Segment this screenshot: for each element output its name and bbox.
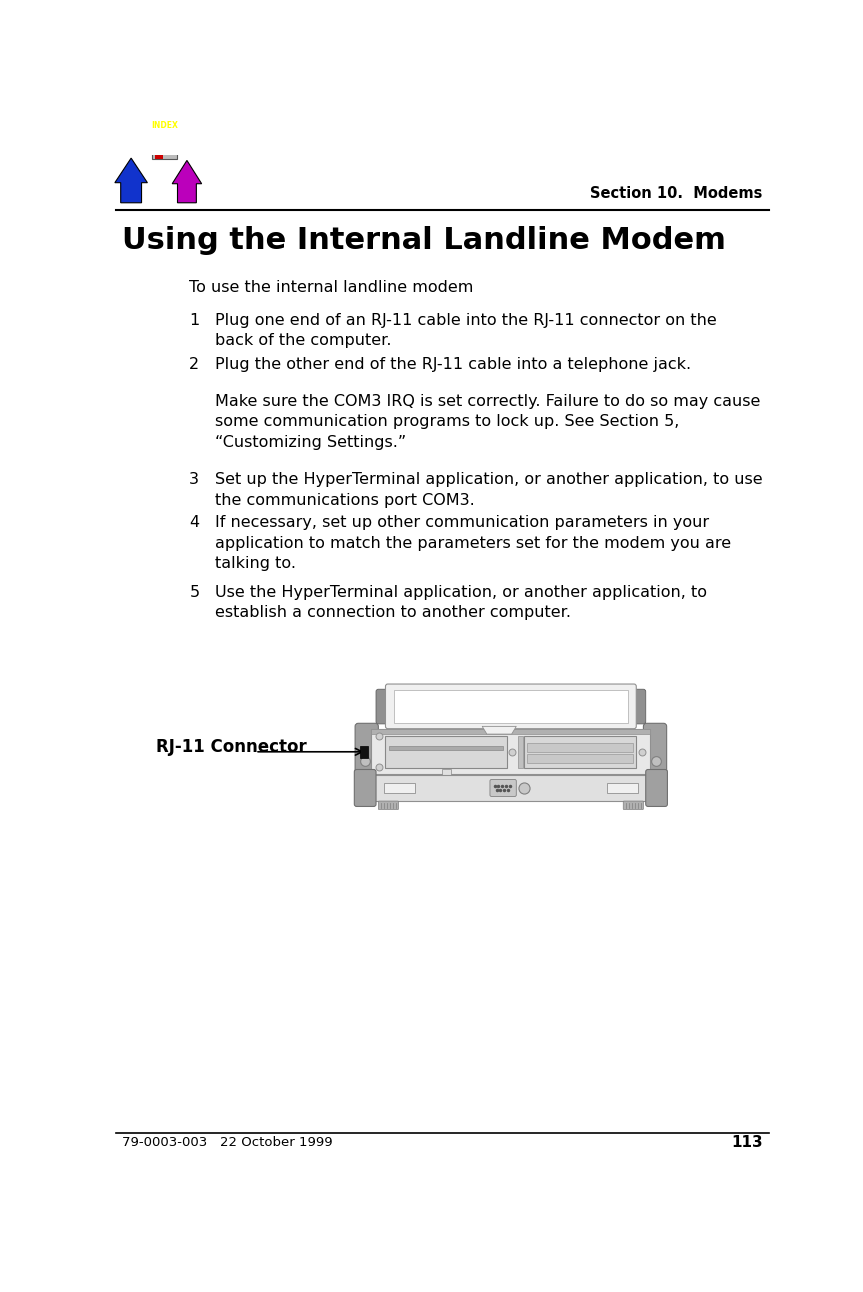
FancyBboxPatch shape xyxy=(371,730,651,774)
FancyBboxPatch shape xyxy=(646,770,667,806)
Text: 79-0003-003   22 October 1999: 79-0003-003 22 October 1999 xyxy=(122,1137,332,1150)
FancyBboxPatch shape xyxy=(360,745,368,758)
FancyBboxPatch shape xyxy=(155,151,163,159)
FancyBboxPatch shape xyxy=(527,743,633,752)
FancyBboxPatch shape xyxy=(384,783,415,793)
Text: To use the internal landline modem: To use the internal landline modem xyxy=(189,280,474,295)
FancyBboxPatch shape xyxy=(527,755,633,764)
FancyBboxPatch shape xyxy=(490,779,516,796)
FancyBboxPatch shape xyxy=(355,770,376,806)
Text: 4: 4 xyxy=(189,516,199,531)
Text: 3: 3 xyxy=(189,473,199,487)
FancyBboxPatch shape xyxy=(620,689,646,724)
Text: RJ-11 Connector: RJ-11 Connector xyxy=(156,738,306,756)
FancyBboxPatch shape xyxy=(524,735,636,767)
Text: 113: 113 xyxy=(731,1136,763,1150)
Text: Using the Internal Landline Modem: Using the Internal Landline Modem xyxy=(122,226,726,255)
FancyBboxPatch shape xyxy=(389,745,503,751)
Text: 2: 2 xyxy=(189,357,199,372)
Polygon shape xyxy=(115,158,148,203)
Text: Section 10.  Modems: Section 10. Modems xyxy=(590,186,763,202)
Text: 5: 5 xyxy=(189,585,199,599)
FancyBboxPatch shape xyxy=(370,775,652,801)
Text: If necessary, set up other communication parameters in your
application to match: If necessary, set up other communication… xyxy=(215,516,731,571)
FancyBboxPatch shape xyxy=(376,689,402,724)
FancyBboxPatch shape xyxy=(518,735,522,767)
FancyBboxPatch shape xyxy=(386,683,636,729)
Text: Set up the HyperTerminal application, or another application, to use
the communi: Set up the HyperTerminal application, or… xyxy=(215,473,762,508)
FancyBboxPatch shape xyxy=(152,112,177,159)
Text: Plug the other end of the RJ-11 cable into a telephone jack.: Plug the other end of the RJ-11 cable in… xyxy=(215,357,691,372)
Polygon shape xyxy=(173,160,202,203)
FancyBboxPatch shape xyxy=(442,769,450,775)
FancyBboxPatch shape xyxy=(644,724,666,780)
Text: Make sure the COM3 IRQ is set correctly. Failure to do so may cause
some communi: Make sure the COM3 IRQ is set correctly.… xyxy=(215,394,760,450)
FancyBboxPatch shape xyxy=(355,724,378,780)
Text: INDEX: INDEX xyxy=(151,121,178,130)
Text: Use the HyperTerminal application, or another application, to
establish a connec: Use the HyperTerminal application, or an… xyxy=(215,585,707,620)
FancyBboxPatch shape xyxy=(394,690,627,722)
Text: 1: 1 xyxy=(189,313,199,328)
Text: Plug one end of an RJ-11 cable into the RJ-11 connector on the
back of the compu: Plug one end of an RJ-11 cable into the … xyxy=(215,313,716,349)
FancyBboxPatch shape xyxy=(623,801,644,810)
FancyBboxPatch shape xyxy=(371,730,651,734)
FancyBboxPatch shape xyxy=(607,783,638,793)
Polygon shape xyxy=(482,726,516,734)
FancyBboxPatch shape xyxy=(385,735,507,767)
FancyBboxPatch shape xyxy=(378,801,399,810)
